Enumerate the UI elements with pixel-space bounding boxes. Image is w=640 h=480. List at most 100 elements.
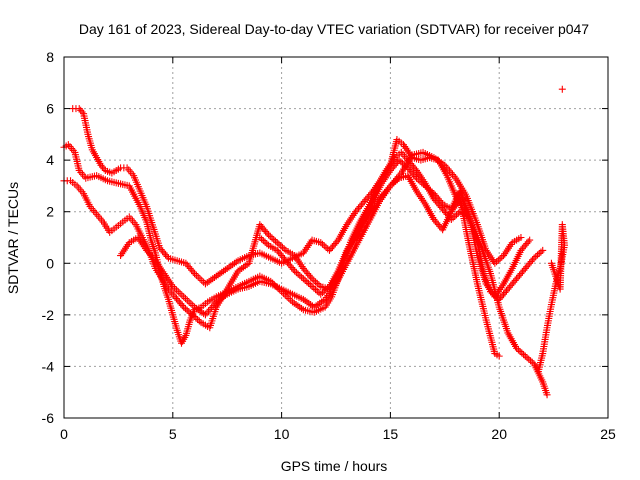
interpolated-samples xyxy=(192,271,208,286)
interpolated-samples xyxy=(474,254,489,286)
interpolated-samples xyxy=(71,151,83,172)
data-point xyxy=(282,257,290,265)
interpolated-samples xyxy=(431,197,445,211)
interpolated-samples xyxy=(203,273,219,287)
interpolated-samples xyxy=(457,189,472,216)
interpolated-samples xyxy=(225,258,240,271)
interpolated-samples xyxy=(335,223,350,242)
interpolated-samples xyxy=(492,282,506,299)
interpolated-samples xyxy=(465,212,481,257)
interpolated-samples xyxy=(175,257,188,267)
interpolated-samples xyxy=(257,222,271,237)
interpolated-samples xyxy=(190,312,203,325)
interpolated-samples xyxy=(548,282,559,306)
interpolated-samples xyxy=(179,333,189,345)
interpolated-samples xyxy=(301,297,316,310)
data-point xyxy=(526,236,534,244)
interpolated-samples xyxy=(322,282,339,301)
interpolated-samples xyxy=(463,194,481,226)
interpolated-samples xyxy=(523,256,537,271)
interpolated-samples xyxy=(465,241,481,286)
interpolated-samples xyxy=(150,225,163,250)
interpolated-samples xyxy=(135,235,149,253)
data-point xyxy=(182,259,190,267)
interpolated-samples xyxy=(280,286,294,297)
outlier-point xyxy=(558,85,566,93)
data-point xyxy=(530,254,538,262)
interpolated-samples xyxy=(355,220,372,245)
interpolated-samples xyxy=(444,174,459,198)
interpolated-samples xyxy=(85,133,96,152)
interpolated-samples xyxy=(370,181,385,203)
interpolated-samples xyxy=(405,166,419,180)
interpolated-samples xyxy=(370,176,384,193)
interpolated-samples xyxy=(88,204,99,216)
data-point xyxy=(273,239,281,247)
interpolated-samples xyxy=(379,163,393,180)
interpolated-samples xyxy=(422,202,437,222)
interpolated-samples xyxy=(148,238,159,255)
interpolated-samples xyxy=(275,248,289,263)
interpolated-samples xyxy=(266,232,280,245)
interpolated-samples xyxy=(224,269,241,291)
interpolated-samples xyxy=(157,246,171,260)
interpolated-samples xyxy=(133,223,145,239)
y-tick-label: 8 xyxy=(46,49,54,65)
interpolated-samples xyxy=(557,244,568,270)
interpolated-samples xyxy=(108,225,118,235)
interpolated-samples xyxy=(127,235,140,245)
interpolated-samples xyxy=(501,240,515,258)
data-point xyxy=(273,246,281,254)
data-point xyxy=(504,285,512,293)
interpolated-samples xyxy=(143,205,156,229)
interpolated-samples xyxy=(247,278,262,289)
data-point xyxy=(521,264,529,272)
x-tick-label: 5 xyxy=(169,426,177,442)
interpolated-samples xyxy=(514,346,528,359)
interpolated-samples xyxy=(98,163,108,173)
interpolated-samples xyxy=(319,284,332,297)
x-tick-label: 20 xyxy=(491,426,507,442)
interpolated-samples xyxy=(126,184,143,208)
interpolated-samples xyxy=(236,261,251,274)
data-point xyxy=(265,231,273,239)
interpolated-samples xyxy=(171,284,186,299)
interpolated-samples xyxy=(199,320,212,330)
series-track-b xyxy=(69,105,551,399)
y-tick-label: 4 xyxy=(46,152,54,168)
interpolated-samples xyxy=(431,191,445,206)
interpolated-samples xyxy=(312,297,327,310)
interpolated-samples xyxy=(153,267,165,281)
interpolated-samples xyxy=(214,266,229,279)
interpolated-samples xyxy=(344,210,358,227)
interpolated-samples xyxy=(453,176,469,198)
data-point xyxy=(299,275,307,283)
interpolated-samples xyxy=(432,155,447,168)
data-point xyxy=(317,290,325,298)
interpolated-samples xyxy=(192,304,208,318)
data-point xyxy=(430,215,438,223)
interpolated-samples xyxy=(523,354,536,366)
interpolated-samples xyxy=(89,148,100,160)
interpolated-samples xyxy=(247,273,262,284)
interpolated-samples xyxy=(496,305,511,335)
interpolated-samples xyxy=(131,174,143,193)
interpolated-samples xyxy=(246,223,263,265)
data-point xyxy=(517,246,525,254)
interpolated-samples xyxy=(497,287,510,302)
data-point xyxy=(395,156,403,164)
data-point xyxy=(256,234,264,241)
interpolated-samples xyxy=(182,318,194,337)
interpolated-samples xyxy=(399,150,410,162)
interpolated-samples xyxy=(77,106,86,116)
interpolated-samples xyxy=(181,305,195,317)
interpolated-samples xyxy=(118,240,132,258)
interpolated-samples xyxy=(362,189,376,204)
interpolated-samples xyxy=(137,205,150,224)
interpolated-samples xyxy=(456,197,472,244)
interpolated-samples xyxy=(203,300,219,317)
interpolated-samples xyxy=(269,281,283,292)
interpolated-samples xyxy=(518,238,532,253)
interpolated-samples xyxy=(548,261,559,278)
